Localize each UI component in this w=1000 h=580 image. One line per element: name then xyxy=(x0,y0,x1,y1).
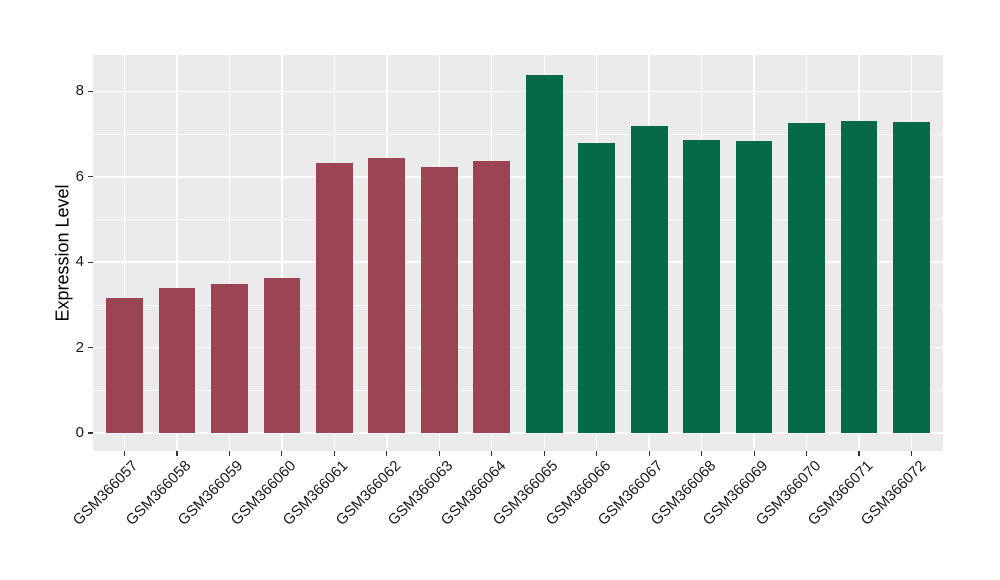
gridline-major-y8 xyxy=(93,90,943,93)
y-axis-title: Expression Level xyxy=(52,184,73,322)
bar-GSM366072 xyxy=(893,122,930,434)
plot-panel xyxy=(93,55,943,451)
x-tickmark-GSM366064 xyxy=(491,451,493,456)
y-tick-label-2: 2 xyxy=(75,338,84,356)
bar-GSM366066 xyxy=(578,143,616,434)
y-tickmark-6 xyxy=(88,176,93,178)
bar-GSM366069 xyxy=(735,140,773,434)
x-tickmark-GSM366065 xyxy=(543,451,545,456)
bar-GSM366064 xyxy=(473,160,511,434)
x-tickmark-GSM366067 xyxy=(648,451,650,456)
gridline-minor-y1 xyxy=(93,389,943,391)
gridline-x-GSM366059 xyxy=(228,55,231,451)
x-tickmark-GSM366057 xyxy=(123,451,126,456)
y-tickmark-0 xyxy=(88,432,93,434)
x-tickmark-GSM366071 xyxy=(858,451,860,456)
y-tickmark-4 xyxy=(88,261,93,263)
gridline-major-y4 xyxy=(93,261,943,263)
bar-GSM366059 xyxy=(211,284,248,434)
y-tick-label-4: 4 xyxy=(75,253,84,271)
bar-GSM366067 xyxy=(630,126,668,434)
x-tickmark-GSM366063 xyxy=(438,451,440,456)
y-tickmark-2 xyxy=(88,347,93,349)
gridline-x-GSM366057 xyxy=(123,55,126,451)
bar-GSM366062 xyxy=(368,157,406,434)
bar-GSM366068 xyxy=(683,140,720,434)
y-tick-label-0: 0 xyxy=(75,424,84,442)
x-tickmark-GSM366066 xyxy=(596,451,598,456)
x-tickmark-GSM366068 xyxy=(701,451,703,456)
y-tick-label-6: 6 xyxy=(75,167,84,185)
gridline-minor-y5 xyxy=(93,219,943,220)
bar-GSM366061 xyxy=(315,162,353,434)
gridline-minor-y7 xyxy=(93,133,943,135)
x-tickmark-GSM366062 xyxy=(386,451,388,456)
x-tickmark-GSM366060 xyxy=(281,451,283,456)
gridline-major-y0 xyxy=(93,432,943,434)
bar-GSM366071 xyxy=(840,121,878,434)
bar-GSM366057 xyxy=(106,298,143,434)
x-tickmark-GSM366070 xyxy=(805,451,808,456)
x-tickmark-GSM366061 xyxy=(333,451,335,456)
x-tickmark-GSM366059 xyxy=(228,451,230,456)
bar-GSM366058 xyxy=(158,288,196,434)
gridline-major-y6 xyxy=(93,175,943,178)
y-tickmark-8 xyxy=(88,90,93,92)
bar-GSM366070 xyxy=(788,123,825,434)
bar-GSM366060 xyxy=(263,277,301,434)
gridline-major-y2 xyxy=(93,346,943,349)
x-tickmark-GSM366069 xyxy=(753,451,755,456)
x-tickmark-GSM366072 xyxy=(910,451,913,456)
gridline-x-GSM366060 xyxy=(281,55,283,451)
gridline-x-GSM366058 xyxy=(176,55,178,451)
y-tick-label-8: 8 xyxy=(75,82,84,100)
gridline-minor-y3 xyxy=(93,304,943,306)
bar-GSM366063 xyxy=(420,167,458,434)
x-tickmark-GSM366058 xyxy=(176,451,178,456)
bar-GSM366065 xyxy=(525,74,563,434)
